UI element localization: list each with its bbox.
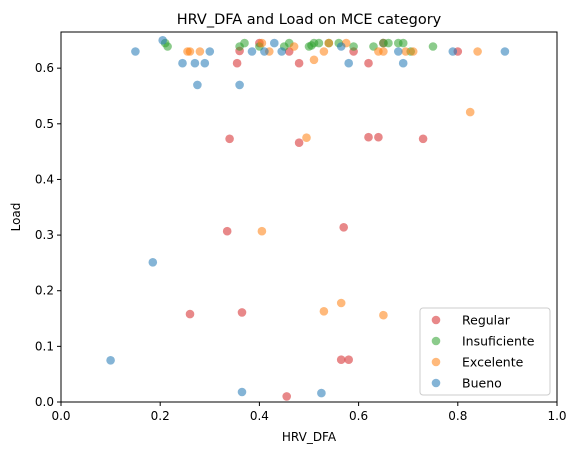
point-insuficiente [240, 38, 249, 48]
point-bueno [260, 47, 269, 56]
point-excelente [473, 47, 482, 56]
y-axis-ticks: 0.0 0.1 0.2 0.3 0.4 0.5 0.6 [35, 61, 61, 409]
point-excelente [302, 133, 311, 142]
points-layer [106, 36, 510, 401]
point-excelente [465, 107, 475, 117]
x-tick-label: 0.8 [448, 409, 467, 423]
point-excelente [185, 47, 195, 56]
point-excelente [195, 47, 205, 56]
point-bueno [178, 58, 187, 68]
point-insuficiente [314, 38, 324, 48]
point-insuficiente [163, 42, 172, 51]
y-tick-label: 0.6 [35, 61, 54, 75]
x-tick-label: 1.0 [547, 409, 566, 423]
point-bueno [344, 58, 354, 68]
point-bueno [190, 58, 200, 68]
point-excelente [257, 38, 267, 48]
point-excelente [319, 47, 329, 56]
point-bueno [106, 356, 115, 365]
point-excelente [324, 38, 334, 48]
y-tick-label: 0.2 [35, 284, 54, 298]
point-bueno [193, 80, 202, 90]
point-bueno [500, 47, 510, 56]
legend-box [419, 307, 551, 396]
point-bueno [398, 58, 408, 68]
point-regular [374, 132, 383, 142]
legend-marker-regular [431, 315, 441, 325]
point-excelente [319, 307, 329, 316]
point-regular [336, 355, 346, 365]
point-excelente [257, 226, 267, 236]
legend-label-bueno: Bueno [462, 376, 502, 391]
legend-label-regular: Regular [462, 313, 511, 328]
point-excelente [379, 310, 388, 320]
legend-marker-excelente [431, 357, 441, 367]
point-regular [418, 134, 428, 144]
y-tick-label: 0.4 [35, 172, 54, 186]
point-insuficiente [384, 38, 393, 48]
point-excelente [379, 47, 388, 56]
legend-marker-insuficiente [431, 336, 441, 346]
point-bueno [205, 47, 215, 56]
point-bueno [270, 38, 279, 48]
point-bueno [158, 36, 167, 45]
point-bueno [336, 42, 346, 51]
point-regular [364, 58, 373, 68]
point-excelente [408, 47, 418, 56]
legend-label-excelente: Excelente [462, 355, 524, 370]
point-regular [225, 134, 234, 144]
point-regular [232, 58, 242, 68]
point-regular [364, 132, 373, 142]
y-tick-label: 0.5 [35, 117, 54, 131]
point-bueno [131, 47, 140, 56]
y-axis-label: Load [9, 203, 23, 232]
point-excelente [309, 55, 319, 65]
point-bueno [317, 388, 326, 398]
x-tick-label: 0.6 [349, 409, 368, 423]
chart-title: HRV_DFA and Load on MCE category [177, 12, 442, 28]
point-insuficiente [398, 38, 408, 48]
point-bueno [148, 258, 158, 267]
point-bueno [235, 80, 244, 90]
y-tick-label: 0.3 [35, 228, 54, 242]
point-insuficiente [428, 42, 438, 51]
point-bueno [448, 47, 458, 56]
x-tick-label: 0.2 [151, 409, 170, 423]
y-tick-label: 0.1 [35, 339, 54, 353]
point-regular [294, 138, 304, 147]
point-regular [282, 392, 292, 401]
point-bueno [277, 47, 287, 56]
point-bueno [237, 387, 247, 397]
y-tick-label: 0.0 [35, 395, 54, 409]
point-insuficiente [349, 42, 358, 51]
legend: Regular Insuficiente Excelente Bueno [419, 307, 551, 396]
point-regular [344, 355, 354, 365]
point-bueno [247, 47, 257, 56]
legend-marker-bueno [431, 378, 441, 388]
legend-label-insuficiente: Insuficiente [462, 334, 535, 349]
point-regular [339, 223, 349, 232]
point-regular [222, 226, 232, 236]
point-excelente [289, 42, 299, 51]
point-regular [185, 309, 195, 319]
point-regular [294, 58, 304, 68]
point-bueno [200, 58, 210, 68]
point-excelente [401, 47, 411, 56]
x-tick-label: 0.4 [250, 409, 269, 423]
point-excelente [336, 298, 346, 308]
point-bueno [394, 47, 403, 56]
point-regular [237, 308, 247, 317]
x-axis-label: HRV_DFA [282, 430, 337, 444]
x-axis-ticks: 0.0 0.2 0.4 0.6 0.8 1.0 [51, 402, 567, 423]
axes-frame [60, 31, 558, 403]
x-tick-label: 0.0 [51, 409, 70, 423]
